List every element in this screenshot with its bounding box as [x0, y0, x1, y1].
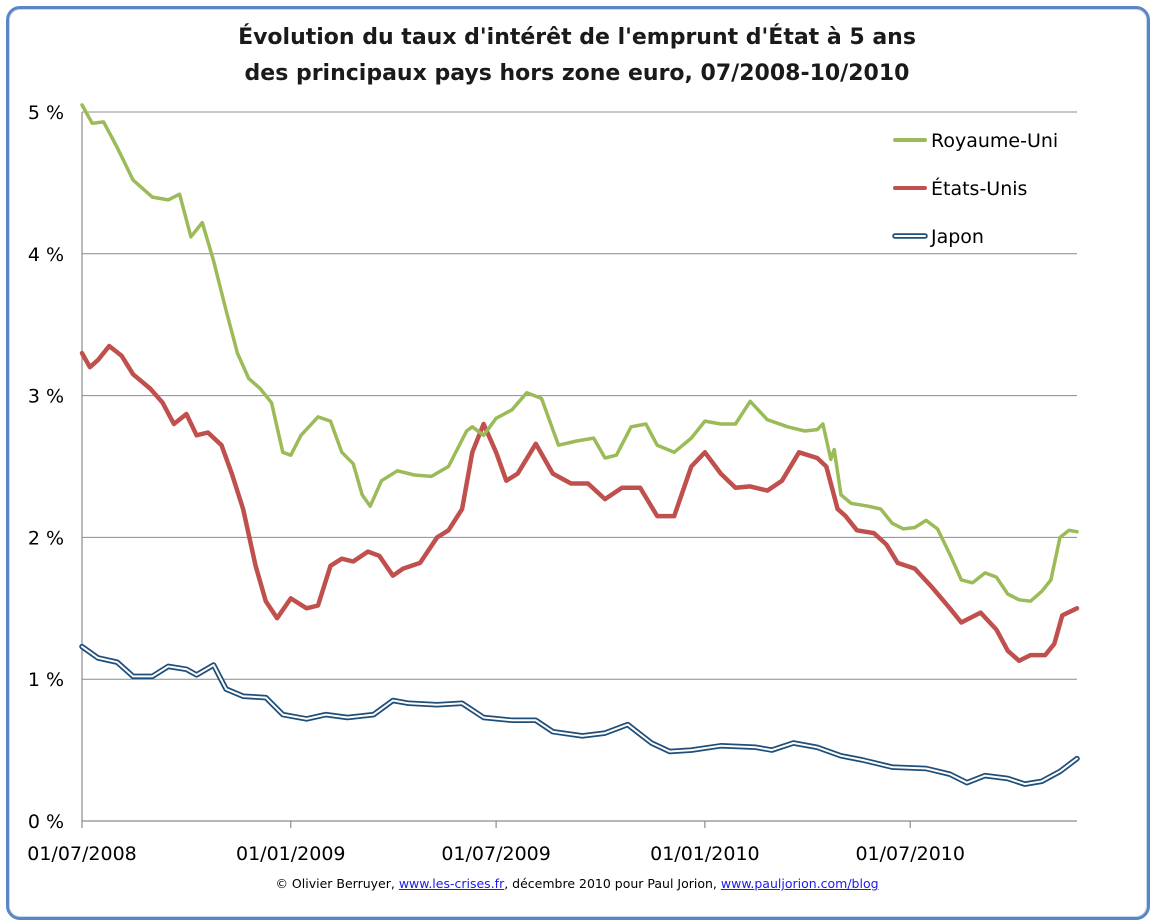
- x-tick-label: 01/01/2010: [650, 843, 760, 865]
- series-line-jp: [81, 645, 1078, 786]
- chart-title-line1: Évolution du taux d'intérêt de l'emprunt…: [238, 24, 916, 50]
- y-tick-label: 5 %: [28, 102, 64, 124]
- x-tick-label: 01/07/2008: [27, 843, 137, 865]
- legend-label-us: États-Unis: [931, 177, 1027, 200]
- les-crises-link[interactable]: www.les-crises.fr: [398, 876, 505, 891]
- x-tick-label: 01/01/2009: [236, 843, 346, 865]
- series-lines: [79, 103, 1080, 787]
- chart-frame: [6, 6, 1150, 920]
- pauljorion-link[interactable]: www.pauljorion.com/blog: [720, 876, 879, 891]
- y-tick-label: 0 %: [28, 811, 64, 833]
- chart-title-line2: des principaux pays hors zone euro, 07/2…: [245, 61, 910, 86]
- legend-label-uk: Royaume-Uni: [931, 130, 1058, 152]
- credit-prefix: © Olivier Berruyer,: [275, 876, 399, 891]
- series-line-jp-outline: [79, 643, 1080, 787]
- legend-label-jp: Japon: [930, 226, 984, 248]
- series-line-uk: [80, 103, 1079, 603]
- credit-middle: , décembre 2010 pour Paul Jorion,: [504, 876, 721, 891]
- gridlines: [82, 111, 1077, 680]
- x-tick-label: 01/07/2009: [441, 843, 551, 865]
- legend: Royaume-Uni États-Unis Japon: [892, 130, 1058, 248]
- y-tick-label: 3 %: [28, 386, 64, 408]
- axes: 0 % 1 % 2 % 3 % 4 % 5 % 01/07/2008 01/01/2009 01…: [27, 102, 1077, 865]
- x-tick-label: 01/07/2010: [855, 843, 965, 865]
- y-tick-label: 1 %: [28, 669, 64, 691]
- credit-line: © Olivier Berruyer, www.les-crises.fr, d…: [0, 876, 1154, 891]
- series-line-us: [79, 343, 1080, 664]
- y-tick-label: 4 %: [28, 244, 64, 266]
- y-tick-label: 2 %: [28, 527, 64, 549]
